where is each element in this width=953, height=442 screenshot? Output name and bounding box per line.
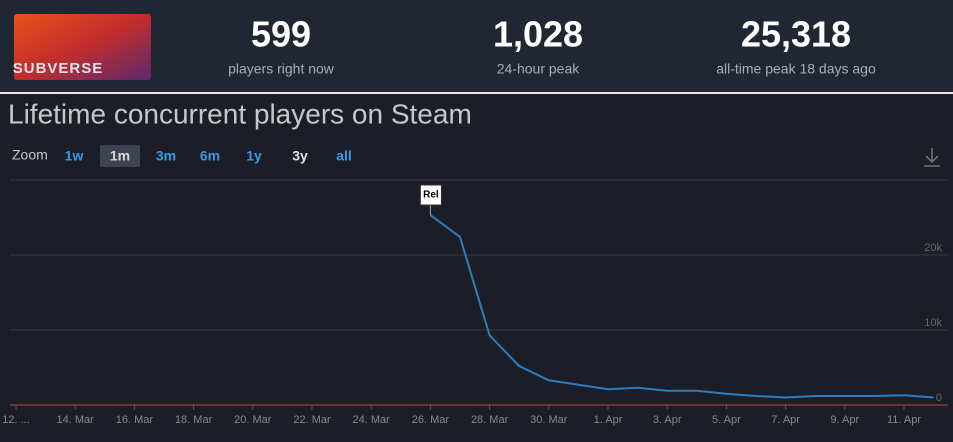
x-tick-label: 3. Apr <box>653 414 682 426</box>
x-tick-label: 7. Apr <box>771 414 800 426</box>
zoom-button[interactable]: 6m <box>200 148 220 164</box>
zoom-button[interactable]: 1y <box>246 148 262 164</box>
x-tick-label: 11. Apr <box>887 414 921 426</box>
stat-label: 24-hour peak <box>497 61 581 77</box>
annotation-box <box>419 184 442 206</box>
x-tick-label: 28. Mar <box>471 414 509 426</box>
download-icon[interactable] <box>924 148 940 167</box>
y-tick-label: 20k <box>924 242 942 254</box>
zoom-label: Zoom <box>12 147 48 163</box>
zoom-button[interactable]: 3m <box>156 148 176 164</box>
x-tick-label: 9. Apr <box>830 414 859 426</box>
header-bar <box>0 0 953 92</box>
stat-value: 1,028 <box>493 14 583 55</box>
x-tick-label: 1. Apr <box>594 414 623 426</box>
x-tick-label: 22. Mar <box>293 414 331 426</box>
x-tick-label: 5. Apr <box>712 414 741 426</box>
x-tick-label: 18. Mar <box>175 414 213 426</box>
game-logo <box>14 14 151 80</box>
x-tick-label: 16. Mar <box>116 414 154 426</box>
x-tick-label: 12. ... <box>2 414 30 426</box>
zoom-active-bg <box>100 145 140 167</box>
zoom-button[interactable]: 1m <box>110 148 130 164</box>
x-tick-label: 26. Mar <box>412 414 450 426</box>
y-tick-label: 0 <box>936 392 942 404</box>
stat-label: players right now <box>228 61 335 77</box>
chart-title: Lifetime concurrent players on Steam <box>8 98 472 129</box>
stat-label: all-time peak 18 days ago <box>716 61 876 77</box>
x-tick-label: 20. Mar <box>234 414 272 426</box>
x-tick-label: 30. Mar <box>530 414 568 426</box>
annotation-label: Rel <box>423 190 439 201</box>
x-tick-label: 14. Mar <box>57 414 95 426</box>
stat-value: 599 <box>251 14 311 55</box>
y-tick-label: 10k <box>924 317 942 329</box>
stat-value: 25,318 <box>741 14 851 55</box>
x-tick-label: 24. Mar <box>353 414 391 426</box>
header-divider <box>0 92 953 94</box>
zoom-button[interactable]: 1w <box>65 148 84 164</box>
zoom-button[interactable]: all <box>336 148 352 164</box>
series-line <box>429 214 934 399</box>
logo-text: SUBVERSE <box>13 60 104 77</box>
zoom-button[interactable]: 3y <box>292 148 308 164</box>
